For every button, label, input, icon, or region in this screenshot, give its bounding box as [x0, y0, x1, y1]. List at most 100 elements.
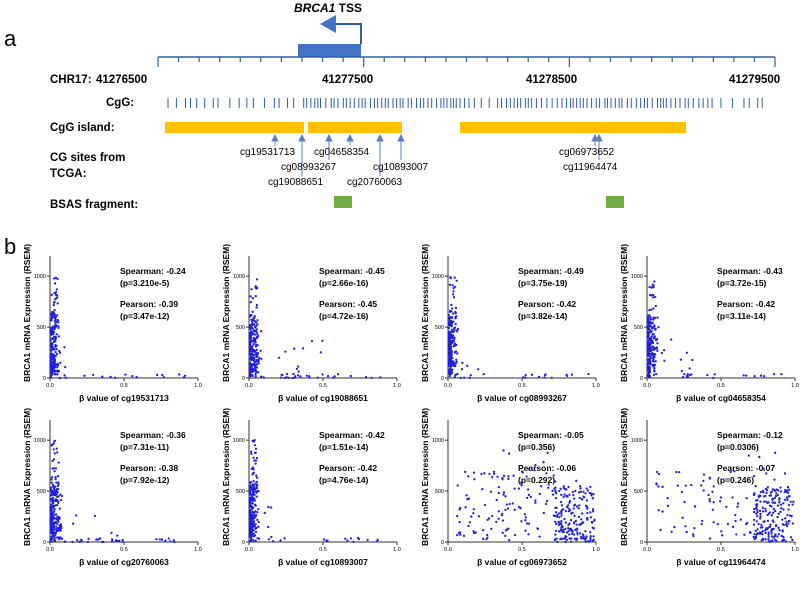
pearson-p: (p=3.11e-14): [717, 311, 766, 321]
scatter-point: [253, 315, 256, 318]
x-axis-label: β value of cg19088651: [278, 393, 368, 403]
scatter-point: [767, 533, 770, 536]
cg-label-cg19531713: cg19531713: [240, 147, 295, 158]
scatter-point: [792, 500, 795, 503]
spearman-p: (p=3.210e-5): [120, 278, 170, 288]
scatter-point: [565, 531, 569, 534]
arrow-head-icon: [595, 133, 603, 142]
y-tick-label: 0: [242, 540, 245, 546]
scatter-point: [759, 491, 762, 494]
scatter-point: [659, 528, 662, 532]
scatter-point: [592, 527, 596, 530]
scatter-point: [563, 537, 566, 540]
scatter-point: [254, 523, 257, 526]
spearman-p: (p=7.31e-11): [120, 442, 169, 452]
scatter-point: [449, 331, 452, 334]
scatter-point: [495, 520, 498, 524]
scatter-point: [649, 355, 652, 358]
scatter-point: [254, 482, 257, 485]
spearman-label: Spearman: -0.49: [518, 266, 584, 276]
scatter-point: [542, 461, 545, 464]
scatter-point: [453, 326, 457, 329]
scatter-point: [653, 363, 656, 366]
scatter-point: [673, 525, 676, 529]
scatter-point: [249, 301, 252, 304]
scatter-point: [754, 529, 757, 533]
scatter-point: [500, 513, 504, 517]
scatter-point: [472, 531, 476, 535]
scatter-point: [527, 493, 531, 497]
scatter-point: [543, 376, 546, 379]
scatter-point: [574, 519, 578, 523]
scatter-point: [563, 517, 566, 521]
scatter-point: [447, 322, 450, 326]
scatter-point: [780, 534, 783, 537]
scatter-point: [249, 348, 252, 351]
scatter-point: [299, 375, 302, 378]
scatter-point: [781, 518, 784, 521]
scatter-point: [660, 351, 663, 355]
scatter-point: [50, 367, 53, 370]
scatter-point: [110, 531, 113, 534]
scatter-point: [83, 374, 86, 377]
scatter-point: [54, 475, 57, 479]
scatter-point: [319, 351, 322, 354]
tss-exon-box: [298, 44, 361, 57]
scatter-point: [770, 514, 773, 517]
scatter-point: [783, 498, 787, 501]
scatter-point: [670, 338, 673, 341]
scatter-point: [579, 532, 582, 535]
scatter-point: [473, 478, 476, 481]
scatter-point: [449, 347, 452, 350]
scatter-point: [451, 284, 454, 287]
scatter-point: [249, 484, 253, 487]
scatter-point: [712, 376, 715, 380]
scatter-point: [763, 375, 766, 378]
scatter-point: [759, 500, 762, 503]
y-tick-label: 1000: [233, 274, 245, 280]
scatter-point: [251, 322, 254, 325]
scatter-point: [553, 538, 557, 542]
scatter-point: [249, 531, 253, 534]
scatter-point: [648, 368, 651, 371]
scatter-point: [653, 370, 656, 373]
scatter-point: [178, 373, 181, 376]
y-tick-label: 1000: [432, 274, 444, 280]
panel-a: a BRCA1 TSS CHR17: 41276500 41277500 412…: [4, 1, 780, 211]
scatter-point: [255, 278, 259, 281]
scatter-point: [578, 504, 581, 507]
scatter-point: [480, 472, 483, 476]
scatter-point: [183, 374, 187, 377]
scatter-point: [773, 501, 776, 504]
scatter-point: [554, 533, 557, 536]
scatter-point: [770, 530, 773, 533]
scatter-point: [51, 502, 54, 505]
arrow-head-icon: [325, 133, 333, 142]
x-axis-label: β value of cg11964474: [676, 557, 766, 567]
scatter-point: [646, 351, 649, 354]
scatter-point: [162, 376, 165, 379]
x-tick-label: 0.5: [120, 547, 128, 553]
scatter-point: [584, 540, 587, 543]
scatter-point: [555, 522, 558, 525]
arrow-head-icon: [271, 133, 279, 142]
y-axis-label: BRCA1 mRNA Expression (RSEM): [619, 244, 629, 382]
scatter-point: [250, 365, 253, 368]
scatter-point: [708, 500, 712, 503]
scatter-point: [53, 470, 56, 473]
scatter-point: [447, 357, 451, 361]
scatter-point: [456, 484, 459, 487]
scatter-point: [51, 529, 54, 533]
scatter-point: [770, 505, 773, 508]
scatter-point: [784, 489, 787, 492]
scatter-point: [762, 467, 765, 470]
scatter-point: [173, 540, 176, 544]
scatter-point: [649, 347, 652, 350]
scatter-point: [648, 285, 651, 289]
scatter-point: [111, 539, 114, 543]
scatter-point: [746, 521, 749, 524]
scatter-point: [649, 318, 653, 321]
scatter-point: [693, 527, 696, 530]
scatter-point: [652, 326, 655, 329]
scatter-point: [257, 489, 260, 493]
